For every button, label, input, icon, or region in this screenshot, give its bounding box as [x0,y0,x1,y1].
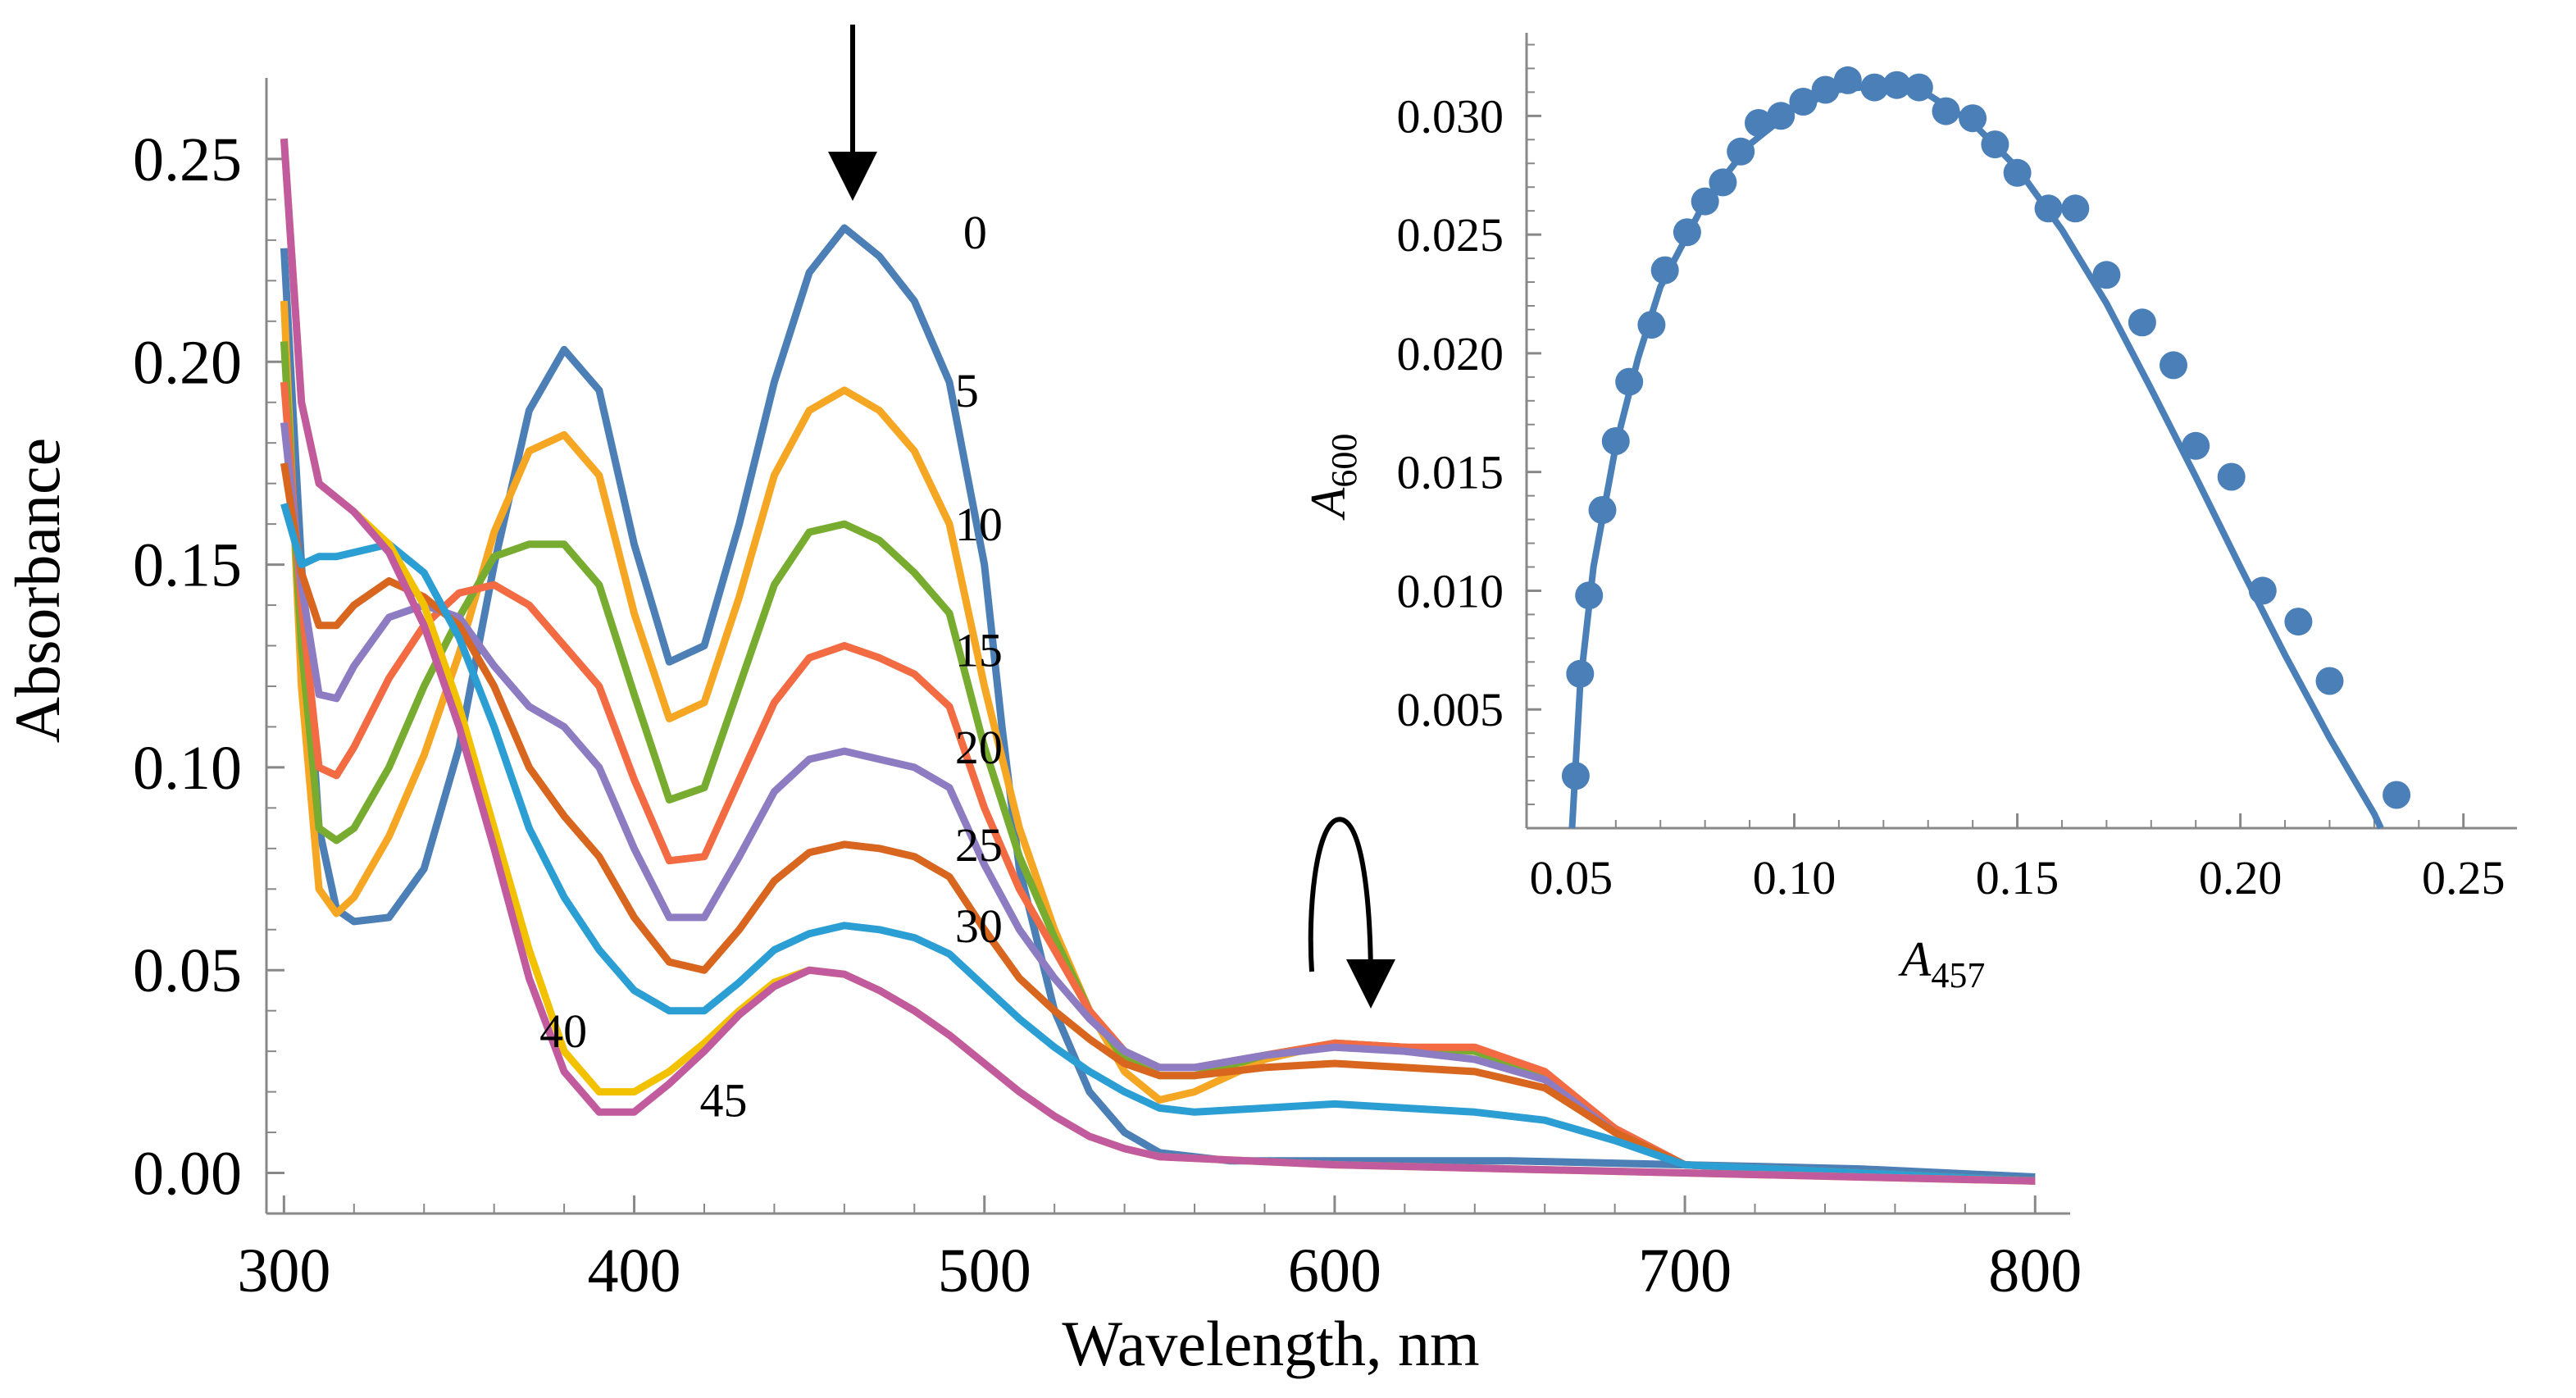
inset-data-point [2217,462,2246,491]
series-line-45 [280,138,2036,1185]
inset-data-point [1601,427,1630,455]
inset-x-tick-label: 0.05 [1530,851,1613,904]
curve-label-15: 15 [955,623,1003,676]
inset-x-axis-title: A457 [1898,932,1986,995]
inset-data-point [1745,109,1773,137]
inset-x-tick-label: 0.15 [1976,851,2059,904]
inset-data-point [2315,667,2344,695]
inset-x-tick-label: 0.25 [2422,851,2505,904]
annotation-arrows [828,25,1395,1009]
inset-data-point [1575,581,1604,610]
inset-y-tick-label: 0.005 [1397,683,1504,736]
main-y-tick-label: 0.00 [133,1140,242,1209]
main-y-tick-label: 0.15 [133,531,242,600]
y-axis-title: Absorbance [2,438,73,744]
x-axis-title: Wavelength, nm [1062,1308,1479,1379]
inset-data-point [2003,158,2032,187]
curve-label-20: 20 [955,721,1003,774]
main-curve-labels: 0 5 10 15 20 25 30 40 45 [539,206,1003,1127]
inset-plot: 0.05 0.10 0.15 0.20 0.25 0.005 0.010 0.015 0.020… [1301,33,2517,995]
inset-data-point [2092,261,2121,289]
main-y-tick-label: 0.05 [133,936,242,1005]
inset-x-tick-label: 0.20 [2199,851,2282,904]
inset-data-point [2182,431,2210,460]
curve-label-25: 25 [955,818,1003,872]
inset-data-point [2034,194,2063,223]
curve-label-10: 10 [955,498,1003,551]
inset-data-point [1691,187,1719,216]
inset-data-point [1833,66,1862,94]
inset-data-point [1811,75,1840,104]
main-y-tick-label: 0.10 [133,734,242,803]
series-line-30 [280,503,2036,1185]
inset-y-tick-label: 0.010 [1397,564,1504,617]
inset-data-point [1860,73,1889,102]
inset-data-point [1981,130,2009,159]
inset-data-point [2284,608,2313,636]
inset-data-point [1727,137,1755,166]
inset-y-tick-label: 0.030 [1397,89,1504,143]
curve-label-0: 0 [963,206,987,259]
inset-data-point [1789,88,1818,116]
inset-y-sub: 600 [1324,434,1364,488]
inset-data-point [2383,781,2411,809]
main-x-tick-label: 400 [588,1236,681,1305]
inset-y-tick-label: 0.015 [1397,446,1504,499]
inset-data-point [1709,168,1737,197]
inset-axes: 0.05 0.10 0.15 0.20 0.25 0.005 0.010 0.015 0.020… [1397,33,2517,904]
inset-data-point [1767,102,1795,130]
inset-data-point [1637,311,1666,339]
main-x-tick-label: 500 [938,1236,1031,1305]
main-y-tick-label: 0.20 [133,328,242,397]
inset-data-point [1650,256,1679,285]
series-line-25 [280,462,2036,1185]
inset-data-point [2248,576,2277,605]
inset-data-point [1932,97,1960,125]
main-x-tick-label: 700 [1638,1236,1732,1305]
main-axes: 300 400 500 600 700 8000.000.050.100.150.200.… [133,78,2082,1305]
main-x-tick-label: 600 [1288,1236,1381,1305]
inset-y-tick-label: 0.025 [1397,208,1504,262]
main-y-tick-label: 0.25 [133,125,242,194]
inset-y-tick-label: 0.020 [1397,327,1504,380]
series-line-15 [280,381,2036,1185]
curved-arrow-icon [1308,817,1395,1009]
curve-label-5: 5 [955,364,979,417]
curve-label-45: 45 [700,1073,748,1127]
inset-data-point [2160,351,2187,380]
inset-data-point [1561,762,1590,790]
inset-data-point [1615,367,1644,396]
inset-series-group [1561,66,2411,830]
inset-y-axis-title: A600 [1301,434,1364,521]
main-plot: 300 400 500 600 700 8000.000.050.100.150.200.… [2,78,2082,1379]
inset-data-point [1959,104,1987,133]
main-x-tick-label: 300 [237,1236,330,1305]
curve-label-40: 40 [539,1004,587,1058]
inset-data-point [2061,194,2090,223]
curve-label-30: 30 [955,899,1003,953]
main-series-group [280,138,2036,1185]
inset-data-point [1673,218,1701,247]
series-line-20 [280,421,2036,1185]
inset-x-tick-label: 0.10 [1753,851,1836,904]
inset-data-point [1905,73,1933,102]
inset-data-point [1882,71,1911,99]
inset-data-point [2128,308,2156,337]
inset-data-point [1588,496,1617,524]
inset-x-sub: 457 [1931,955,1985,995]
inset-data-point [1566,659,1595,688]
main-x-tick-label: 800 [1988,1236,2082,1305]
